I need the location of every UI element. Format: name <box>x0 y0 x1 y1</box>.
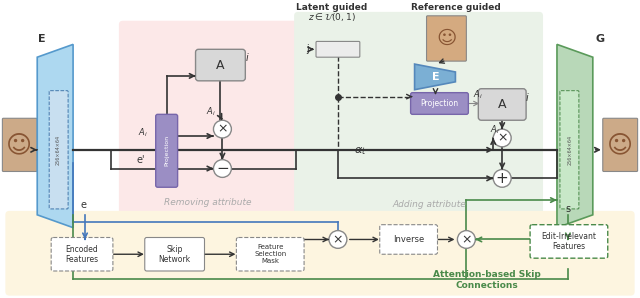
Polygon shape <box>557 44 593 228</box>
Text: i: i <box>526 93 529 103</box>
Text: Projection: Projection <box>420 99 458 108</box>
Text: Removing attribute: Removing attribute <box>164 198 252 207</box>
Circle shape <box>493 129 511 147</box>
Text: e: e <box>80 200 86 210</box>
Text: −: − <box>216 161 229 176</box>
Text: Attention-based Skip
Connections: Attention-based Skip Connections <box>433 270 541 290</box>
FancyBboxPatch shape <box>119 21 301 228</box>
Text: ☺: ☺ <box>607 133 633 157</box>
Text: s: s <box>565 204 570 214</box>
Text: $A_i$: $A_i$ <box>205 105 216 118</box>
Text: $\alpha_t$: $\alpha_t$ <box>353 145 366 156</box>
Text: 256×64×64: 256×64×64 <box>568 135 572 165</box>
FancyBboxPatch shape <box>478 89 526 120</box>
Text: ×: × <box>217 122 228 136</box>
Text: $z \in \mathcal{U}(0,1)$: $z \in \mathcal{U}(0,1)$ <box>308 11 356 23</box>
FancyBboxPatch shape <box>3 118 37 171</box>
Text: Feature
Selection
Mask: Feature Selection Mask <box>254 244 286 264</box>
Text: ×: × <box>497 131 508 145</box>
FancyBboxPatch shape <box>5 211 635 296</box>
FancyBboxPatch shape <box>411 93 468 114</box>
FancyBboxPatch shape <box>236 238 304 271</box>
Text: Adding attribute: Adding attribute <box>393 200 467 209</box>
Text: $A_i$: $A_i$ <box>138 127 148 139</box>
Text: Reference guided: Reference guided <box>410 3 500 12</box>
FancyBboxPatch shape <box>530 225 608 258</box>
Text: i: i <box>245 53 248 63</box>
Text: A: A <box>498 98 506 111</box>
Text: 256×64×64: 256×64×64 <box>56 135 61 165</box>
FancyBboxPatch shape <box>294 12 543 227</box>
Text: j: j <box>307 44 309 54</box>
Text: $A_i$: $A_i$ <box>490 123 500 136</box>
Circle shape <box>214 160 232 177</box>
FancyBboxPatch shape <box>603 118 637 171</box>
Text: ☺: ☺ <box>6 133 33 157</box>
Text: $A_i$: $A_i$ <box>474 88 483 100</box>
Text: E: E <box>38 35 46 44</box>
Text: ×: × <box>333 233 343 246</box>
Circle shape <box>329 231 347 248</box>
FancyBboxPatch shape <box>51 238 113 271</box>
Text: Skip
Network: Skip Network <box>159 245 191 264</box>
FancyBboxPatch shape <box>316 41 360 57</box>
Text: Projection: Projection <box>164 135 169 166</box>
Text: A: A <box>216 59 225 72</box>
Text: Encoded
Features: Encoded Features <box>65 245 99 264</box>
Circle shape <box>493 170 511 187</box>
Circle shape <box>214 120 232 138</box>
FancyBboxPatch shape <box>49 91 68 209</box>
Text: ☺: ☺ <box>436 29 456 48</box>
Circle shape <box>458 231 476 248</box>
Text: +: + <box>496 171 509 186</box>
Text: ×: × <box>461 233 472 246</box>
FancyBboxPatch shape <box>380 225 438 254</box>
FancyBboxPatch shape <box>145 238 205 271</box>
Text: G: G <box>595 35 604 44</box>
Text: E: E <box>432 72 439 82</box>
Text: Inverse: Inverse <box>393 235 424 244</box>
FancyBboxPatch shape <box>156 114 178 187</box>
Polygon shape <box>37 44 73 228</box>
Text: Latent guided: Latent guided <box>296 3 367 12</box>
FancyBboxPatch shape <box>560 91 579 209</box>
Text: Edit-Irrelevant
Features: Edit-Irrelevant Features <box>541 232 596 251</box>
FancyBboxPatch shape <box>426 16 467 61</box>
Polygon shape <box>415 64 456 90</box>
Text: e': e' <box>137 155 145 164</box>
FancyBboxPatch shape <box>196 49 245 81</box>
